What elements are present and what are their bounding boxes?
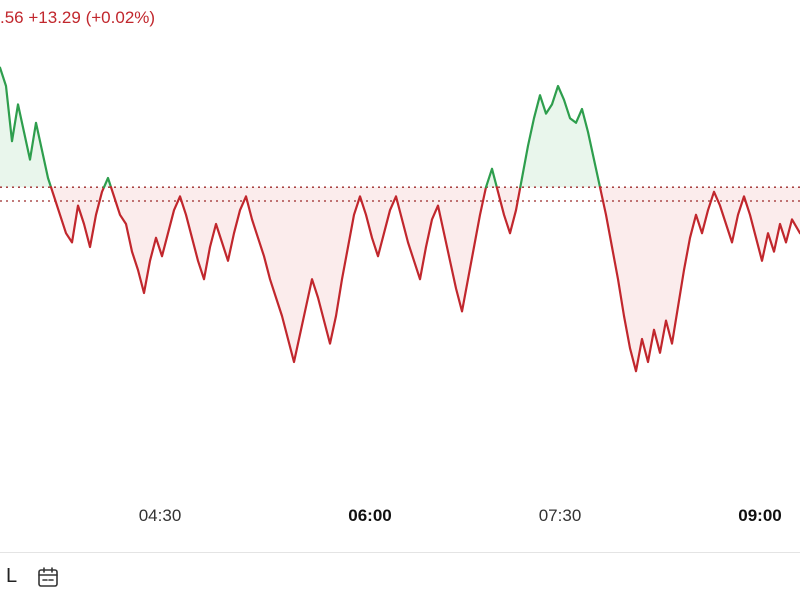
price-change-pct: (+0.02%) [86,8,155,27]
price-header: .56 +13.29 (+0.02%) [0,8,155,28]
price-fragment: .56 [0,8,24,27]
x-tick: 09:00 [738,506,781,526]
calendar-range-icon[interactable] [36,565,60,589]
price-change-abs: +13.29 [28,8,80,27]
chart-container: { "header": { "price_fragment": ".56", "… [0,0,800,600]
chart-footer: L [0,552,800,600]
timeframe-letter[interactable]: L [6,565,18,588]
x-tick: 04:30 [139,506,182,526]
x-tick: 06:00 [348,506,391,526]
x-axis: 04:30 06:00 07:30 09:00 [0,500,800,540]
chart-svg [0,40,800,500]
price-chart[interactable] [0,40,800,500]
x-tick: 07:30 [539,506,582,526]
